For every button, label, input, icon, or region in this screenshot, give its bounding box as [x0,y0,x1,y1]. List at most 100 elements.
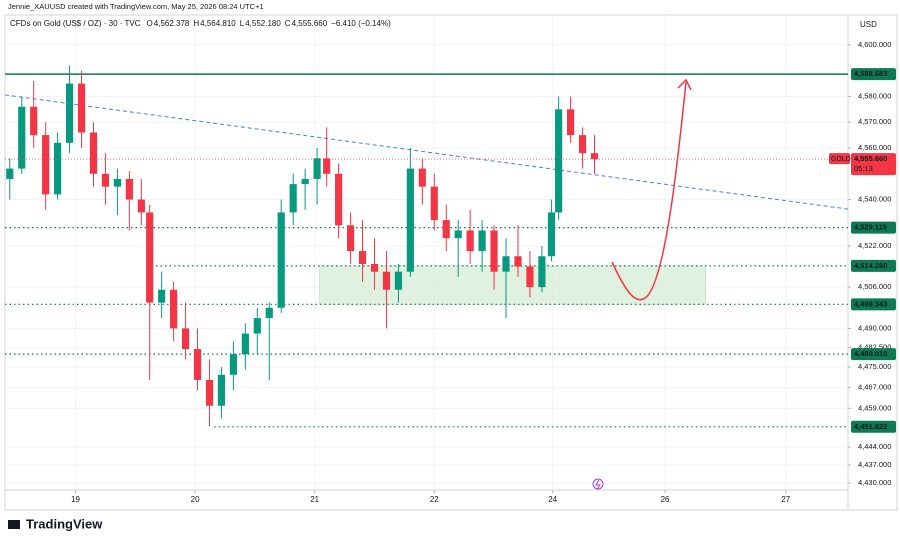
candle-body [346,225,355,252]
candle-body [418,168,426,187]
event-bolt [595,479,601,490]
legend: CFDs on Gold (US$ / OZ) · 30 · TVC O 4,56… [10,19,391,28]
last-price-box [851,153,896,176]
candle-body [18,106,26,169]
level-label: 4,480.010 [854,349,887,358]
x-tick-label: 21 [310,495,319,504]
level-label: 4,529.115 [854,223,887,232]
candle-body [54,142,62,195]
level-label-box [851,420,896,433]
x-tick-label: 26 [661,495,670,504]
candle-body [394,271,402,290]
y-tick-label: 4,506.000 [858,282,891,291]
ohlc-key: O [147,19,153,28]
candle-body [42,135,50,195]
candle-body [193,349,202,380]
candle-body [277,212,285,308]
y-tick-label: 4,437.000 [858,460,891,469]
y-tick-label: 4,570.000 [858,117,891,126]
candle-body [113,178,121,187]
ohlc-key: C [285,19,291,28]
candle-body [358,251,367,264]
projection-arrow [611,81,687,301]
candle-body [253,318,261,334]
candle-body [301,178,309,185]
y-tick-label: 4,482.500 [858,343,891,352]
candle-body [430,186,438,221]
y-tick-label: 4,560.000 [858,143,891,152]
candle-body [406,168,414,272]
candle-body [442,220,450,239]
candle-body [590,153,599,160]
candle-body [137,199,145,213]
trendline [4,94,849,210]
change: −6.410 (−0.14%) [331,19,391,28]
candle-body [514,256,522,267]
countdown: 05:13 [854,164,873,173]
y-tick-label: 4,475.000 [858,362,891,371]
candle-body [217,374,226,406]
frame [4,14,898,511]
symbol-tag: GOLD [831,156,851,163]
candle-body [555,109,563,213]
candle-body [181,328,190,350]
level-label-box [851,259,896,272]
candle-body [146,212,154,303]
candle-body [205,379,214,406]
candle-body [77,83,86,133]
candle-body [370,263,379,272]
x-tick-label: 19 [71,495,80,504]
x-tick-label: 20 [191,495,200,504]
candle-body [30,106,38,136]
plot [4,15,849,490]
ohlc-value: 4,555.660 [292,19,328,28]
candle-body [478,230,486,252]
candle-body [229,354,237,375]
candle-body [241,333,249,355]
candle-body [490,230,498,272]
candle-body [466,230,474,252]
y-tick-label: 4,600.000 [858,40,891,49]
y-tick-label: 4,490.000 [858,323,891,332]
candle-body [158,289,166,303]
logo-mark [8,520,20,529]
level-label: 4,451.822 [854,422,887,431]
y-tick-label: 4,444.000 [858,442,891,451]
ohlc-value: 4,564.810 [200,19,236,28]
level-label-box [851,221,896,234]
x-tick-label: 22 [430,495,439,504]
candle-body [6,168,14,179]
y-tick-label: 4,522.000 [858,241,891,250]
symbol: CFDs on Gold (US$ / OZ) · 30 · TVC [10,19,141,28]
candle-body [89,132,98,174]
ohlc-key: L [240,19,245,28]
currency: USD [860,20,877,29]
ohlc-key: H [193,19,199,28]
y-tick-label: 4,467.000 [858,383,891,392]
y-tick-label: 4,540.000 [858,195,891,204]
ohlc-value: 4,552.180 [245,19,281,28]
level-label-box [851,298,896,311]
candle-body [323,158,331,174]
axes: 4,600.000 4,580.000 4,570.000 4,560.000 4,54… [71,40,896,504]
y-tick-label: 4,430.000 [858,478,891,487]
candle-body [101,173,110,187]
candle-body [125,178,133,200]
logo: TradingView [8,516,103,531]
candle-body [382,271,391,290]
candle-body [578,135,587,154]
candle-body [538,256,546,288]
candle-body [502,256,510,272]
brand: TradingView [26,516,103,531]
credit: Jennie_XAUUSD created with TradingView.c… [8,2,264,11]
candle-body [265,307,273,319]
candle-body [170,289,178,329]
x-tick-label: 27 [781,495,790,504]
candle-body [567,109,575,136]
candle-body [454,230,462,239]
candle-body [65,83,74,143]
candle-body [313,158,321,179]
y-tick-label: 4,580.000 [858,91,891,100]
